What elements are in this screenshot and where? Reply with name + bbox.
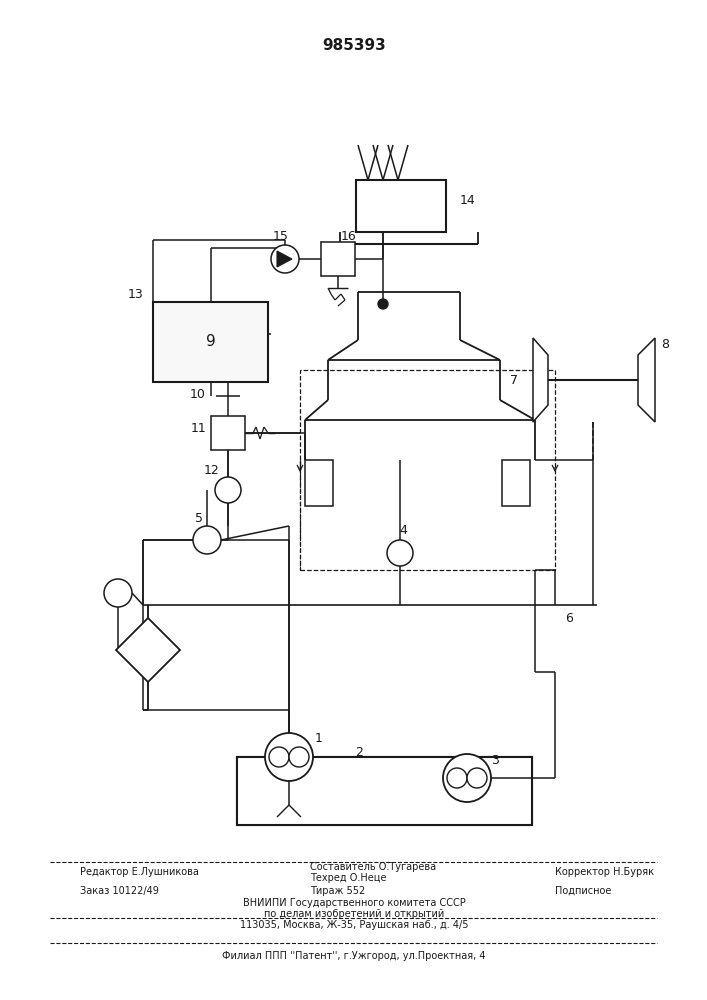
Bar [211, 416, 245, 450]
Text: по делам изобретений и открытий: по делам изобретений и открытий [264, 909, 444, 919]
Text: 8: 8 [661, 338, 669, 352]
Text: ВНИИПИ Государственного комитета СССР: ВНИИПИ Государственного комитета СССР [243, 898, 465, 908]
Text: 2: 2 [355, 746, 363, 758]
Text: 15: 15 [273, 230, 289, 242]
Circle shape [265, 733, 313, 781]
Text: 4: 4 [399, 524, 407, 538]
Text: 9: 9 [206, 334, 216, 350]
Polygon shape [277, 251, 292, 267]
Text: 5: 5 [195, 512, 203, 524]
Text: 16: 16 [341, 230, 357, 242]
Text: 14: 14 [460, 194, 476, 207]
Text: Корректор Н.Буряк: Корректор Н.Буряк [555, 867, 654, 877]
Text: Заказ 10122/49: Заказ 10122/49 [80, 886, 159, 896]
Text: 11: 11 [190, 422, 206, 434]
Text: 113035, Москва, Ж-35, Раушская наб., д. 4/5: 113035, Москва, Ж-35, Раушская наб., д. … [240, 920, 468, 930]
Circle shape [467, 768, 487, 788]
Text: Тираж 552: Тираж 552 [310, 886, 366, 896]
Bar [237, 757, 532, 825]
Bar [356, 180, 446, 232]
Text: 13: 13 [127, 288, 143, 300]
Text: Подписное: Подписное [555, 886, 612, 896]
Bar [305, 460, 333, 506]
Polygon shape [533, 338, 548, 422]
Circle shape [269, 747, 289, 767]
Circle shape [271, 245, 299, 273]
Text: 985393: 985393 [322, 37, 386, 52]
Circle shape [387, 540, 413, 566]
Text: 10: 10 [190, 388, 206, 401]
Bar [321, 242, 355, 276]
Text: Филиал ППП ''Патент'', г.Ужгород, ул.Проектная, 4: Филиал ППП ''Патент'', г.Ужгород, ул.Про… [222, 951, 486, 961]
Text: 12: 12 [204, 464, 220, 477]
Circle shape [215, 477, 241, 503]
Circle shape [447, 768, 467, 788]
Text: Редактор Е.Лушникова: Редактор Е.Лушникова [80, 867, 199, 877]
Bar [153, 302, 268, 382]
Polygon shape [638, 338, 655, 422]
Text: 6: 6 [565, 611, 573, 624]
Text: Техред О.Неце: Техред О.Неце [310, 873, 387, 883]
Circle shape [443, 754, 491, 802]
Bar [502, 460, 530, 506]
Text: 3: 3 [491, 754, 499, 766]
Text: Составитель О.Тугарева: Составитель О.Тугарева [310, 862, 436, 872]
Circle shape [378, 299, 388, 309]
Bar [237, 757, 532, 825]
Circle shape [193, 526, 221, 554]
Text: 1: 1 [315, 732, 323, 746]
Text: 7: 7 [510, 373, 518, 386]
Circle shape [104, 579, 132, 607]
Bar [300, 370, 555, 570]
Polygon shape [116, 618, 180, 682]
Circle shape [289, 747, 309, 767]
